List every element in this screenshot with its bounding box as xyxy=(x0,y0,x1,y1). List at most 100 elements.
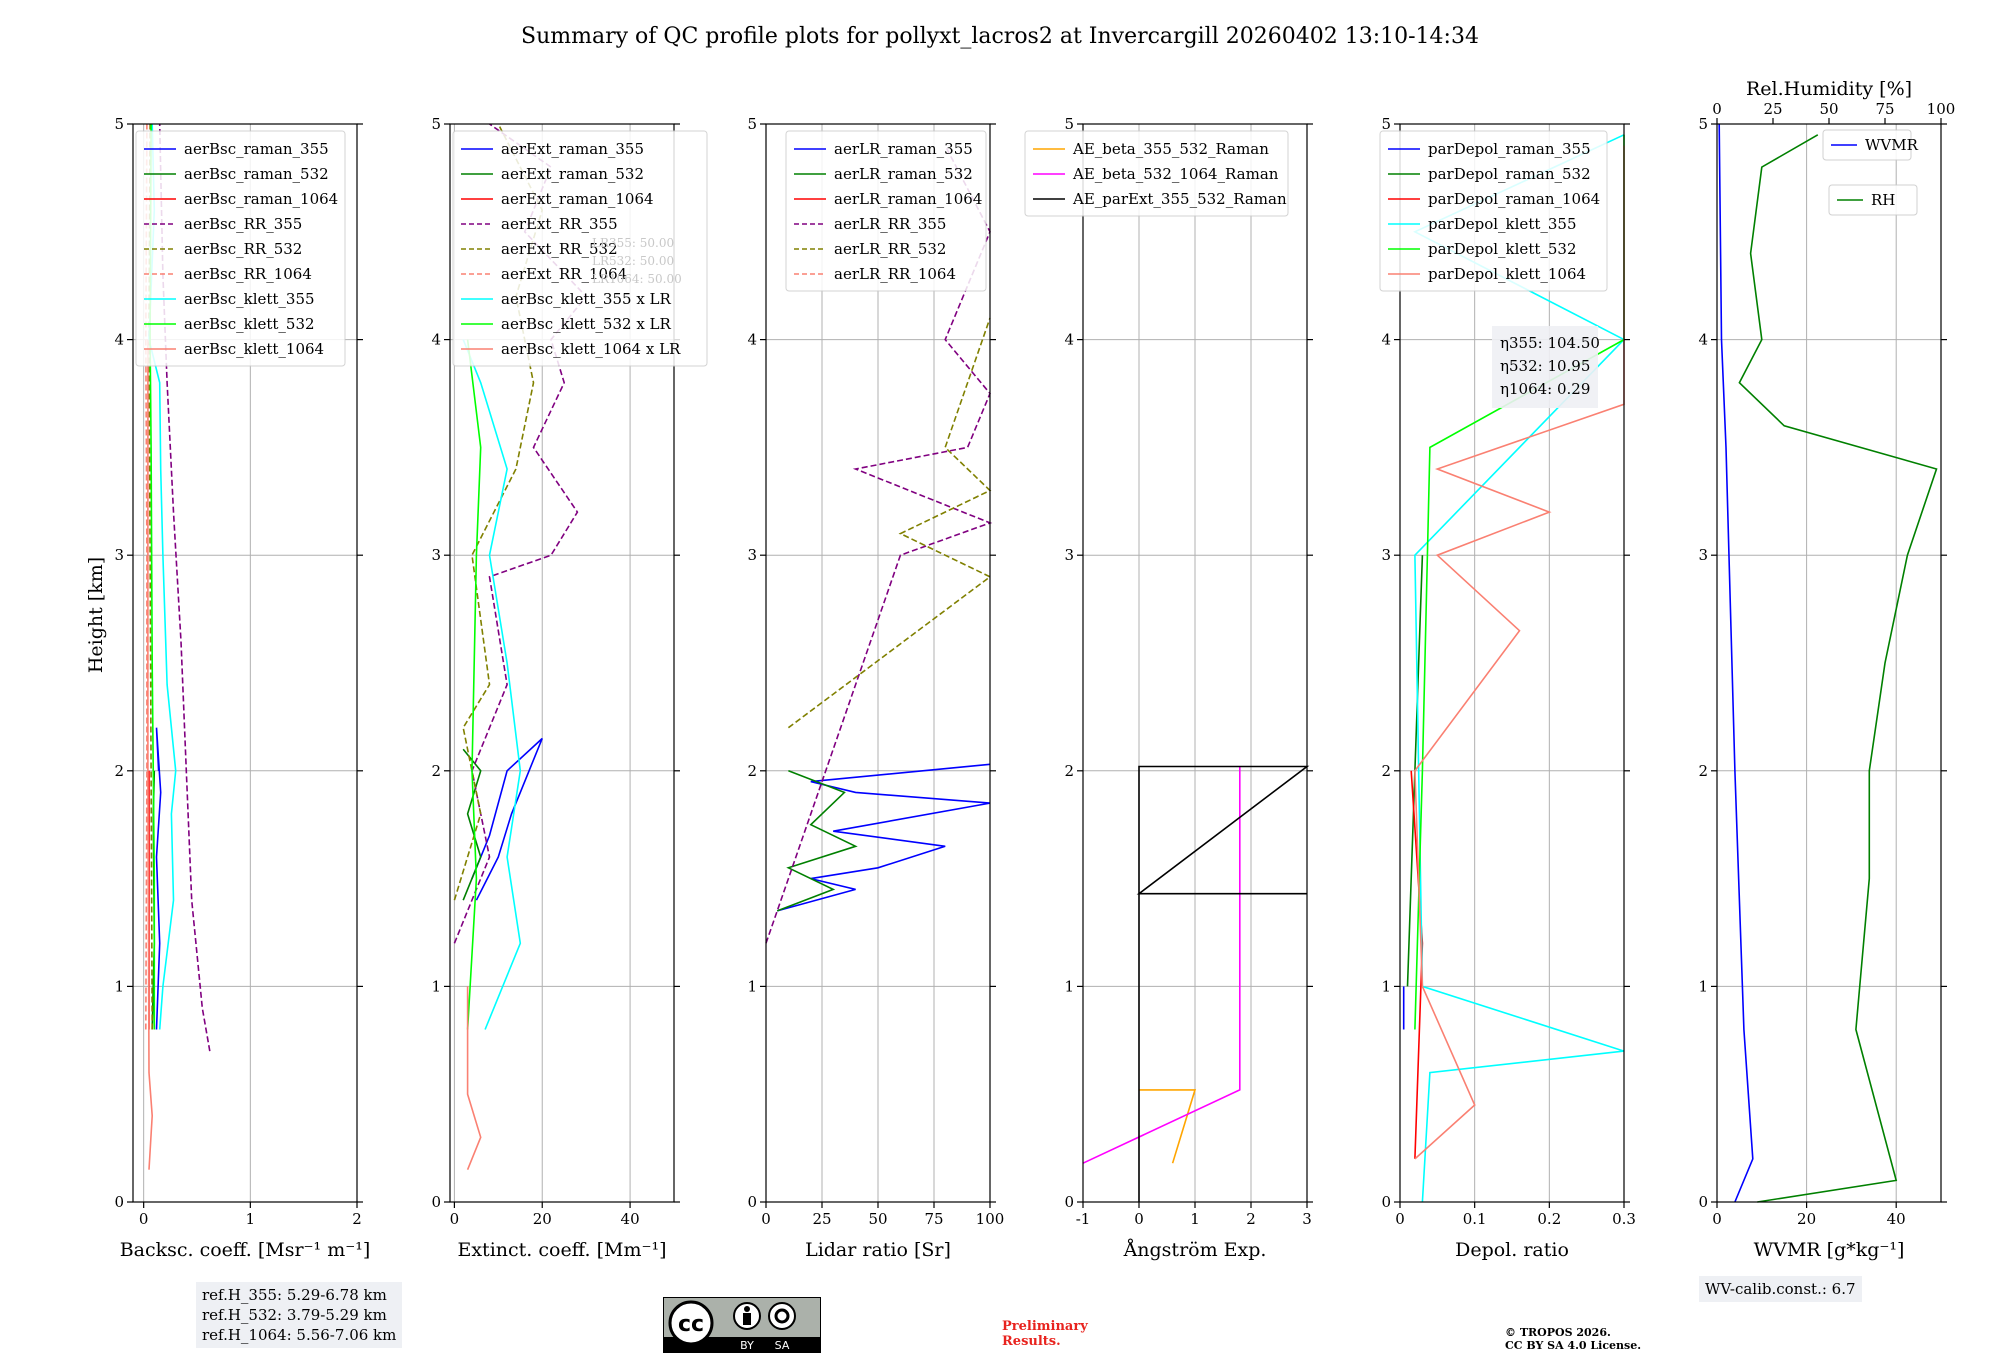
chart-panel-2: 0 20 40 0 1 2 3 4 5 Extinct. coeff. [Mm⁻¹] aerExt_… xyxy=(431,115,708,1261)
legend-label: aerLR_RR_355 xyxy=(834,215,946,233)
series-line-7 xyxy=(462,339,522,1030)
legend-box xyxy=(135,130,346,367)
lr-1064: LR1064: 50.00 xyxy=(592,272,682,286)
x-tick-label: 0.2 xyxy=(1537,1210,1561,1228)
legend-label: RH xyxy=(1871,191,1895,209)
legend-label: parDepol_klett_1064 xyxy=(1428,265,1586,283)
x2-tick-label: 0 xyxy=(1712,100,1722,118)
legend-box xyxy=(785,130,987,292)
copyright-line-1: © TROPOS 2026. xyxy=(1505,1326,1611,1339)
x-axis-label: Backsc. coeff. [Msr⁻¹ m⁻¹] xyxy=(120,1239,371,1261)
legend-label: AE_parExt_355_532_Raman xyxy=(1072,190,1287,208)
axes-frame xyxy=(449,123,675,1203)
x-tick-label: -1 xyxy=(1076,1210,1091,1228)
y-tick-label: 3 xyxy=(1381,546,1391,564)
y-tick-label: 4 xyxy=(114,331,124,349)
legend-box xyxy=(452,130,708,367)
x2-tick-label: 75 xyxy=(1875,100,1894,118)
legend-label: aerBsc_klett_532 x LR xyxy=(501,315,672,333)
y-tick-label: 3 xyxy=(1698,546,1708,564)
x-tick-label: 2 xyxy=(352,1210,362,1228)
legend-label: aerBsc_RR_1064 xyxy=(184,265,312,283)
axes-frame xyxy=(132,123,358,1203)
x-tick-label: 0 xyxy=(761,1210,771,1228)
x-axis-label: WVMR [g*kg⁻¹] xyxy=(1754,1239,1905,1261)
legend-label: aerBsc_raman_1064 xyxy=(184,190,338,208)
legend-label: aerExt_raman_355 xyxy=(501,140,644,158)
legend-label: aerExt_raman_532 xyxy=(501,165,644,183)
wv-calib-text: WV-calib.const.: 6.7 xyxy=(1705,1280,1856,1298)
legend-label: WVMR xyxy=(1865,136,1919,154)
y-tick-label: 4 xyxy=(1698,331,1708,349)
y-tick-label: 5 xyxy=(1381,115,1391,133)
legend-label: AE_beta_355_532_Raman xyxy=(1072,140,1269,158)
chart-panel-6: 0 20 40 0 1 2 3 4 5 WVMR [g*kg⁻¹] 0 25 50 75 100 Rel.Hu… xyxy=(1698,78,1955,1261)
lr-annotation: LR355: 50.00 LR532: 50.00 LR1064: 50.00 xyxy=(592,236,682,286)
x2-tick-label: 25 xyxy=(1763,100,1782,118)
legend-label: aerBsc_klett_532 xyxy=(184,315,315,333)
y-tick-label: 0 xyxy=(1064,1193,1074,1211)
series-line-2 xyxy=(1738,134,1938,1203)
copyright-label: © TROPOS 2026. CC BY SA 4.0 License. xyxy=(1505,1326,1641,1352)
series-line-3 xyxy=(1136,765,1310,1202)
sa-text: SA xyxy=(775,1339,790,1352)
legend-label: parDepol_klett_355 xyxy=(1428,215,1577,233)
ref-h-355: ref.H_355: 5.29-6.78 km xyxy=(202,1286,387,1304)
y-tick-label: 4 xyxy=(1381,331,1391,349)
x-axis-label: Extinct. coeff. [Mm⁻¹] xyxy=(457,1239,666,1261)
y-tick-label: 2 xyxy=(1698,762,1708,780)
axes-frame xyxy=(1399,123,1625,1203)
x-tick-label: 0 xyxy=(450,1210,460,1228)
x-axis-label: Lidar ratio [Sr] xyxy=(805,1239,951,1261)
x-tick-label: 0 xyxy=(1134,1210,1144,1228)
y-tick-label: 0 xyxy=(1381,1193,1391,1211)
legend-label: aerBsc_raman_532 xyxy=(184,165,329,183)
y-tick-label: 3 xyxy=(1064,546,1074,564)
copyright-line-2: CC BY SA 4.0 License. xyxy=(1505,1339,1642,1352)
x-tick-label: 3 xyxy=(1302,1210,1312,1228)
legend-box xyxy=(1024,130,1289,217)
x-tick-label: 20 xyxy=(533,1210,552,1228)
chart-panel-5: 0 0.1 0.2 0.3 0 1 2 3 4 5 Depol. ratio parDepol_ram… xyxy=(1379,115,1636,1261)
y-tick-label: 5 xyxy=(747,115,757,133)
series-line-2 xyxy=(776,770,858,912)
lr-532: LR532: 50.00 xyxy=(592,254,674,268)
y-tick-label: 0 xyxy=(747,1193,757,1211)
y-tick-label: 4 xyxy=(1064,331,1074,349)
x-tick-label: 40 xyxy=(621,1210,640,1228)
y-tick-label: 5 xyxy=(114,115,124,133)
y-tick-label: 0 xyxy=(1698,1193,1708,1211)
y-tick-label: 4 xyxy=(747,331,757,349)
legend-label: aerBsc_klett_1064 xyxy=(184,340,324,358)
legend-label: aerBsc_klett_1064 x LR xyxy=(501,340,681,358)
legend-label: aerExt_raman_1064 xyxy=(501,190,654,208)
y-tick-label: 1 xyxy=(114,977,124,995)
eta-1064: η1064: 0.29 xyxy=(1500,380,1590,398)
series-line-9 xyxy=(147,339,154,1170)
legend-label: parDepol_raman_1064 xyxy=(1428,190,1600,208)
x-tick-label: 0 xyxy=(1395,1210,1405,1228)
y-tick-label: 3 xyxy=(431,546,441,564)
x2-axis-label: Rel.Humidity [%] xyxy=(1746,78,1912,100)
chart-panel-3: 0 25 50 75 100 0 1 2 3 4 5 Lidar ratio [Sr] aerLR_ra… xyxy=(747,115,1004,1261)
preliminary-label: Preliminary Results. xyxy=(1002,1319,1088,1349)
figure-title: Summary of QC profile plots for pollyxt_… xyxy=(521,24,1479,49)
x-tick-label: 100 xyxy=(976,1210,1005,1228)
series-line-8 xyxy=(466,339,482,1030)
legend-label: aerLR_RR_1064 xyxy=(834,265,956,283)
y-tick-label: 5 xyxy=(1064,115,1074,133)
y-tick-label: 1 xyxy=(747,977,757,995)
x-tick-label: 50 xyxy=(868,1210,887,1228)
series-line-6 xyxy=(1414,145,1625,1160)
legend-label: aerLR_raman_1064 xyxy=(834,190,982,208)
x-tick-label: 0 xyxy=(139,1210,149,1228)
x-tick-label: 25 xyxy=(812,1210,831,1228)
series-line-1 xyxy=(776,763,991,912)
eta-355: η355: 104.50 xyxy=(1500,334,1600,352)
series-line-5 xyxy=(787,317,992,729)
x-tick-label: 1 xyxy=(1190,1210,1200,1228)
x-tick-label: 75 xyxy=(924,1210,943,1228)
y-tick-label: 2 xyxy=(114,762,124,780)
